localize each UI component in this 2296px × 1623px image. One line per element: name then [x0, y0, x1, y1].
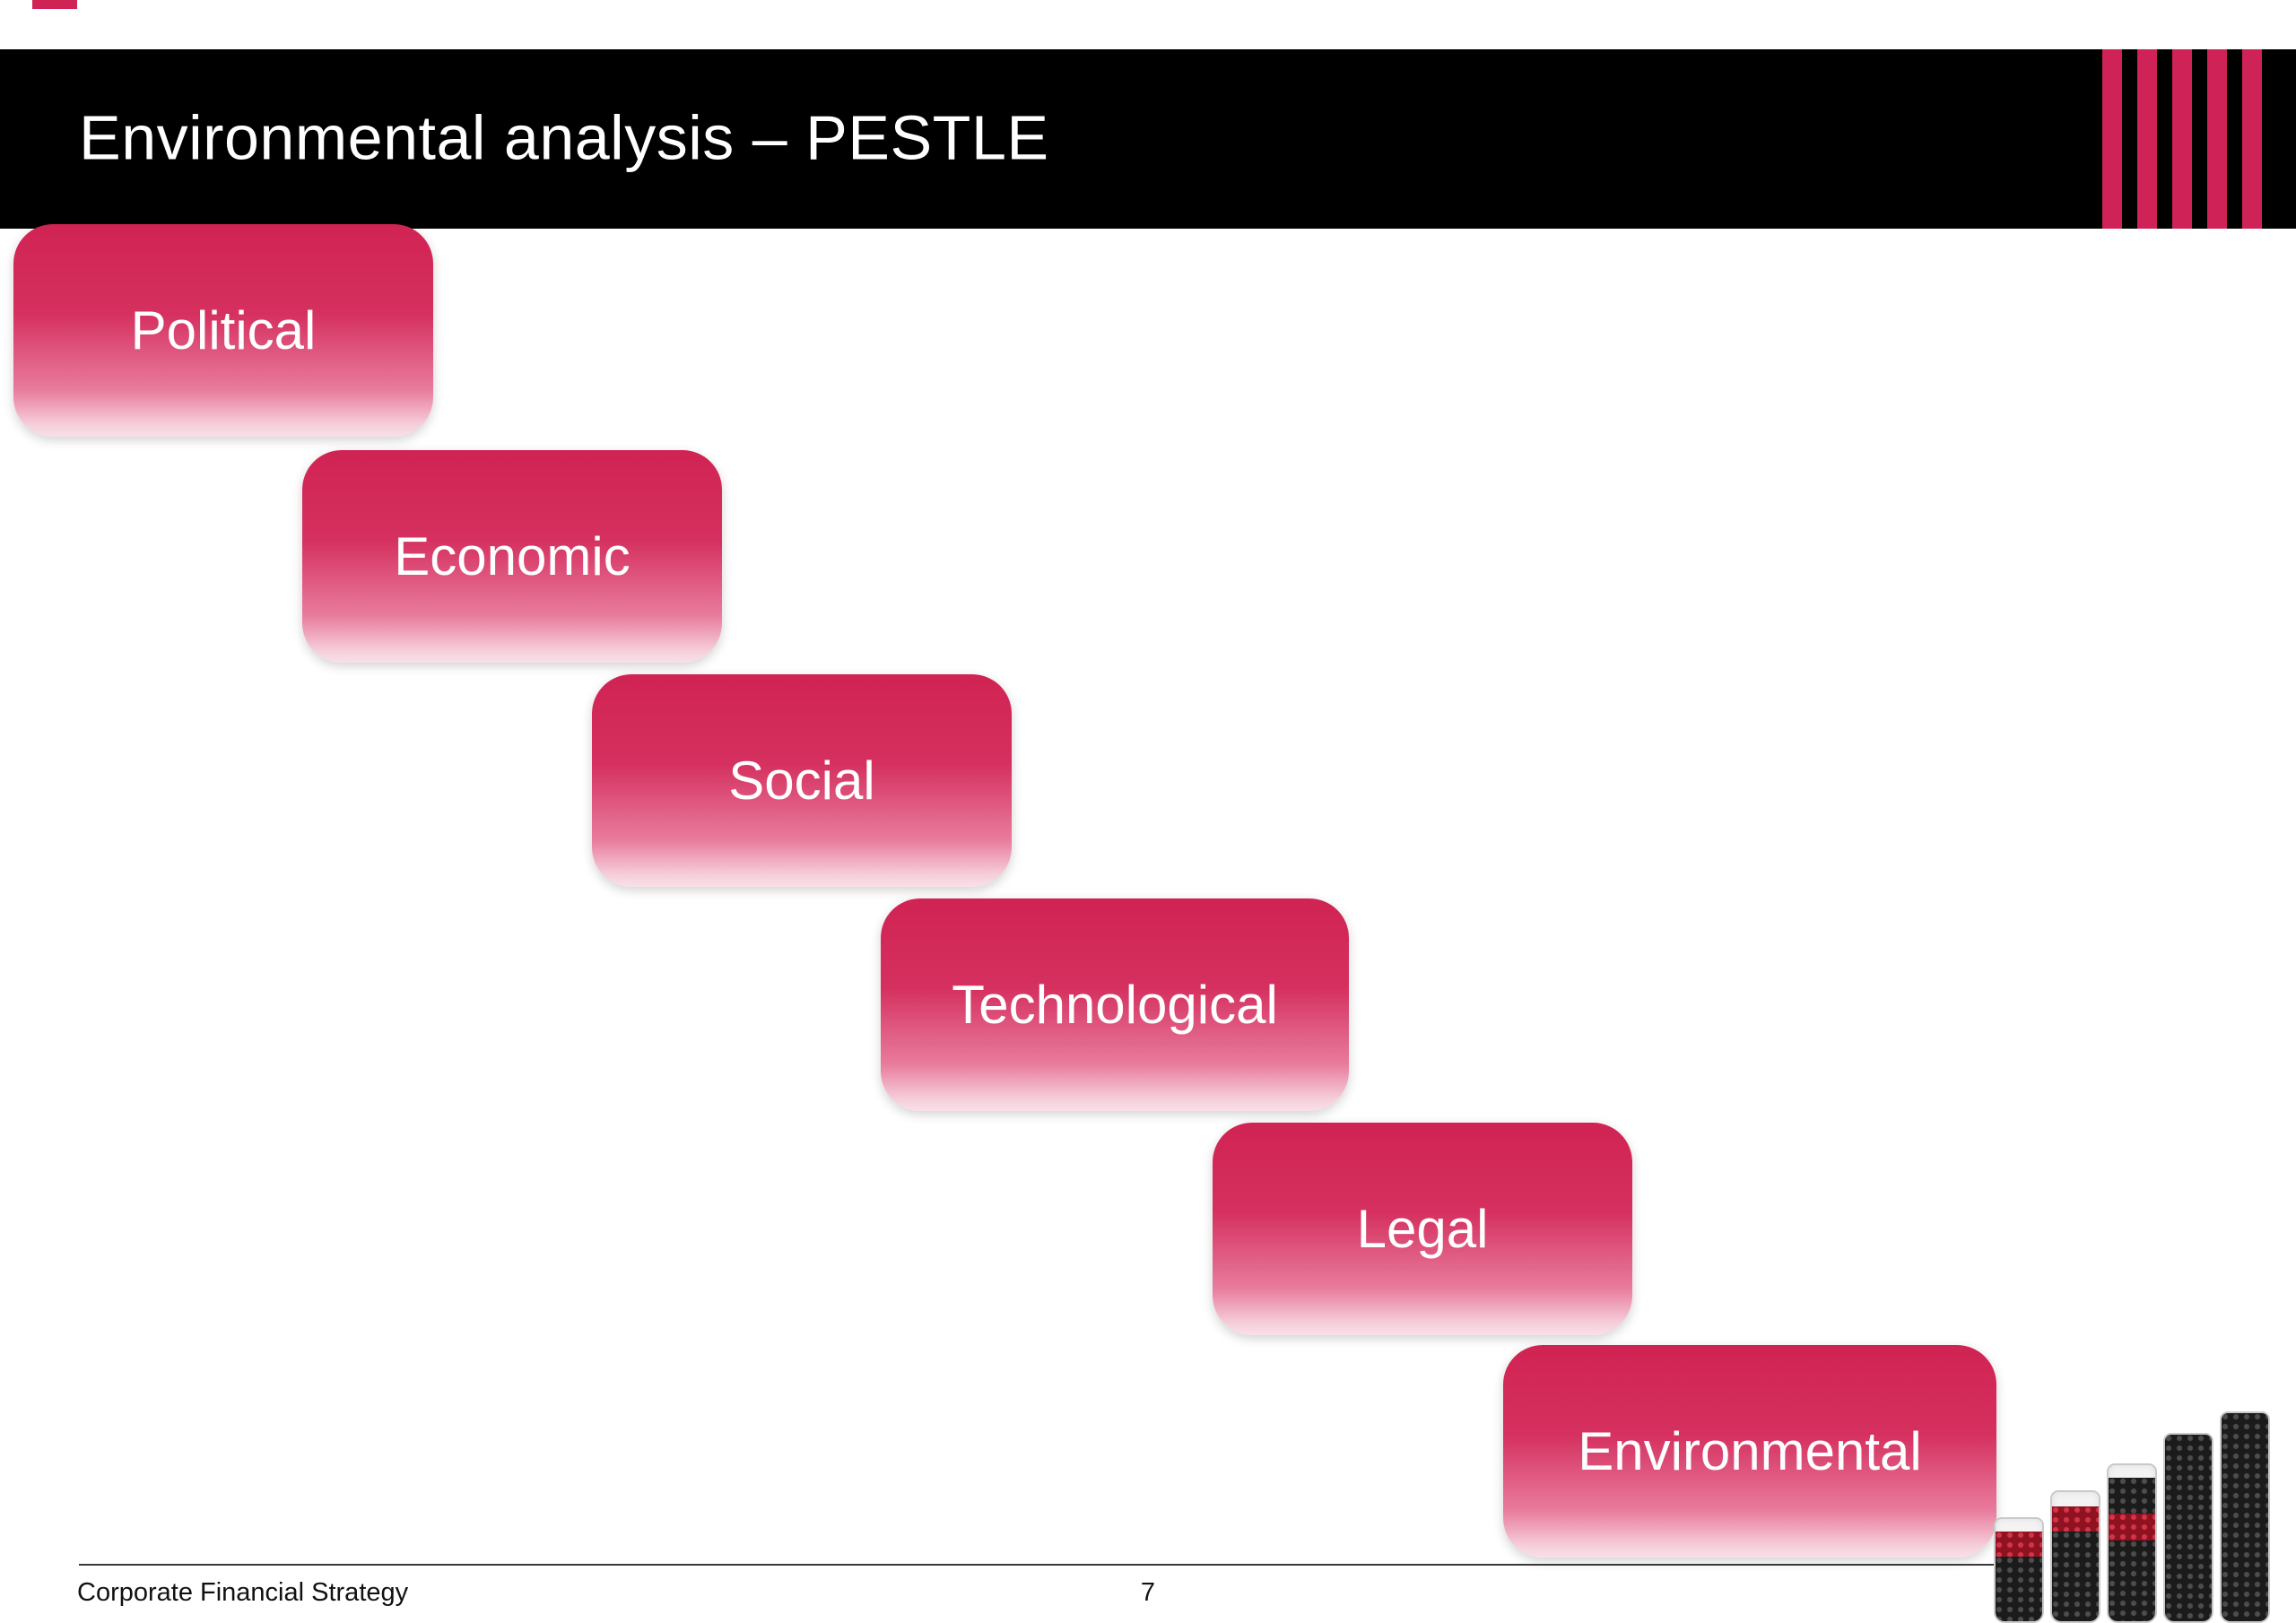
- red-pills: [2052, 1506, 2099, 1532]
- pestle-box-political: Political: [13, 224, 433, 437]
- pestle-box-label: Economic: [394, 526, 631, 586]
- pestle-box-social: Social: [592, 674, 1012, 887]
- footer-page-number: 7: [1140, 1578, 1156, 1607]
- black-pills: [1996, 1557, 2042, 1621]
- top-edge-accent: [32, 0, 77, 9]
- brand-stripe: [2172, 49, 2192, 229]
- pestle-box-legal: Legal: [1213, 1123, 1632, 1335]
- pestle-box-label: Social: [728, 751, 875, 811]
- black-pills: [2222, 1413, 2268, 1621]
- test-tube: [2220, 1411, 2270, 1623]
- test-tube: [1994, 1517, 2044, 1623]
- pestle-box-label: Environmental: [1578, 1421, 1922, 1481]
- slide-title: Environmental analysis – PESTLE: [79, 102, 1049, 173]
- pestle-box-technological: Technological: [881, 898, 1349, 1111]
- brand-stripe: [2102, 49, 2122, 229]
- black-pills: [2109, 1541, 2155, 1621]
- black-pills: [2052, 1532, 2099, 1621]
- pestle-box-environmental: Environmental: [1503, 1345, 1996, 1558]
- brand-stripes: [2102, 49, 2262, 229]
- footer-course-title: Corporate Financial Strategy: [77, 1578, 409, 1607]
- brand-stripe: [2242, 49, 2262, 229]
- footer-divider: [79, 1564, 1998, 1566]
- black-pills: [2109, 1478, 2155, 1514]
- title-bar: Environmental analysis – PESTLE: [0, 49, 2296, 229]
- test-tube: [2163, 1433, 2213, 1623]
- test-tube: [2050, 1490, 2100, 1623]
- pestle-box-label: Technological: [952, 975, 1278, 1035]
- pestle-box-economic: Economic: [302, 450, 722, 663]
- test-tube: [2107, 1463, 2157, 1623]
- red-pills: [1996, 1532, 2042, 1557]
- pestle-box-label: Political: [130, 300, 317, 360]
- pestle-box-label: Legal: [1356, 1199, 1489, 1259]
- red-pills: [2109, 1514, 2155, 1541]
- black-pills: [2165, 1435, 2212, 1621]
- test-tubes-pills-image: [1990, 1408, 2291, 1623]
- brand-stripe: [2137, 49, 2157, 229]
- brand-stripe: [2207, 49, 2227, 229]
